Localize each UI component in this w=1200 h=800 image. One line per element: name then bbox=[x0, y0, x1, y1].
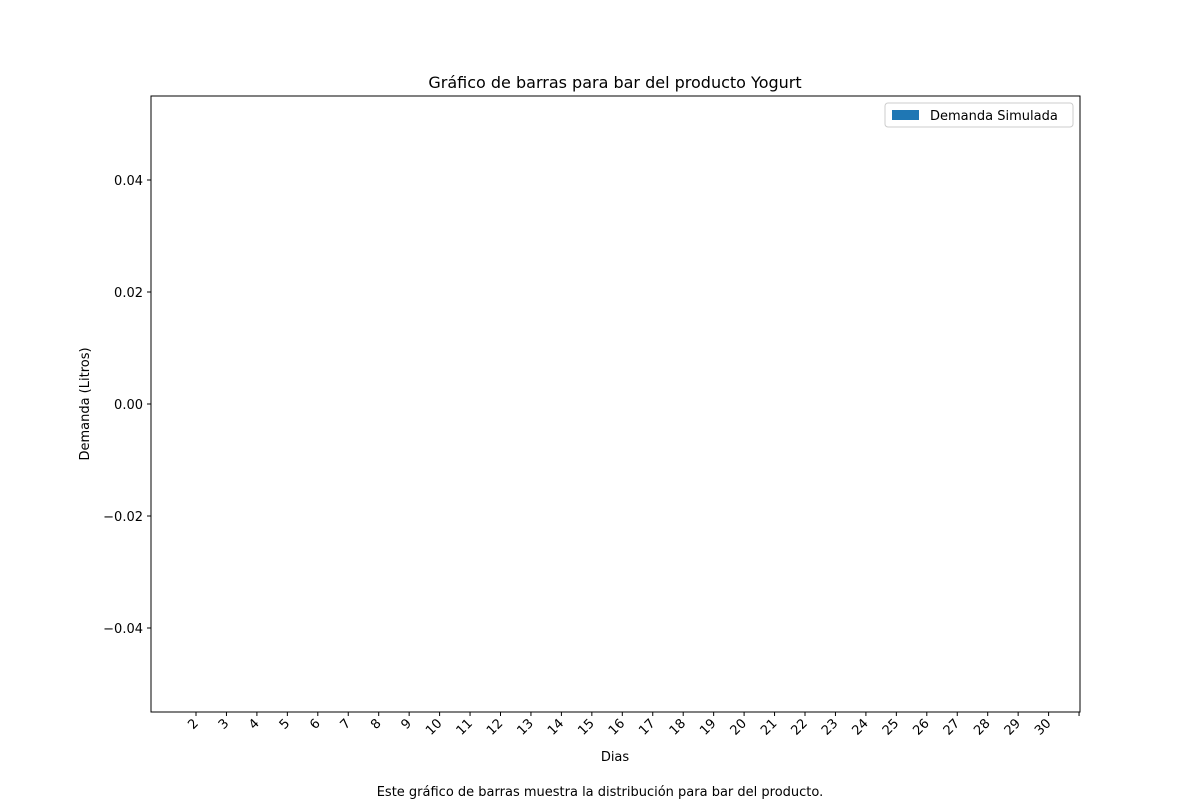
legend-box bbox=[884, 102, 1074, 128]
x-tick-label: 15 bbox=[575, 716, 597, 738]
x-tick-label: 13 bbox=[514, 716, 536, 738]
y-tick-label: 0.00 bbox=[114, 398, 143, 413]
x-tick-label: 28 bbox=[971, 716, 993, 738]
x-tick-label: 12 bbox=[484, 716, 506, 738]
x-tick-label: 6 bbox=[307, 716, 323, 732]
x-tick-label: 11 bbox=[454, 716, 476, 738]
plot-frame bbox=[150, 95, 1081, 713]
y-tick-label: −0.04 bbox=[103, 622, 143, 637]
x-tick-label: 5 bbox=[277, 716, 293, 732]
x-tick-label: 25 bbox=[880, 716, 902, 738]
y-axis-label: Demanda (Litros) bbox=[78, 347, 93, 460]
x-tick-label: 27 bbox=[941, 716, 963, 738]
legend: Demanda Simulada bbox=[884, 102, 1074, 128]
x-tick-label: 22 bbox=[789, 716, 811, 738]
x-tick-label: 23 bbox=[819, 716, 841, 738]
x-tick-label: 2 bbox=[185, 716, 201, 732]
y-tick-label: −0.02 bbox=[103, 510, 143, 525]
x-axis-label: Dias bbox=[601, 750, 630, 765]
x-tick-label: 24 bbox=[849, 716, 871, 738]
x-tick-label: 10 bbox=[423, 716, 445, 738]
x-tick-label: 9 bbox=[399, 716, 415, 732]
x-tick-label: 18 bbox=[667, 716, 689, 738]
x-tick-label: 30 bbox=[1032, 716, 1054, 738]
x-tick-label: 16 bbox=[606, 716, 628, 738]
x-tick-label: 17 bbox=[636, 716, 658, 738]
y-tick-label: 0.04 bbox=[114, 174, 143, 189]
x-tick-label: 20 bbox=[728, 716, 750, 738]
chart-title: Gráfico de barras para bar del producto … bbox=[428, 73, 801, 92]
x-tick-label: 19 bbox=[697, 716, 719, 738]
x-tick-label: 4 bbox=[246, 716, 262, 732]
x-tick-label: 7 bbox=[338, 716, 354, 732]
x-tick-label: 29 bbox=[1002, 716, 1024, 738]
x-tick-label: 8 bbox=[368, 716, 384, 732]
legend-label: Demanda Simulada bbox=[930, 109, 1058, 124]
y-tick-label: 0.02 bbox=[114, 286, 143, 301]
x-tick-label: 3 bbox=[216, 716, 232, 732]
legend-swatch bbox=[892, 110, 919, 120]
x-tick-label: 14 bbox=[545, 716, 567, 738]
x-tick-label: 26 bbox=[910, 716, 932, 738]
x-tick-label: 21 bbox=[758, 716, 780, 738]
caption: Este gráfico de barras muestra la distri… bbox=[377, 785, 824, 800]
